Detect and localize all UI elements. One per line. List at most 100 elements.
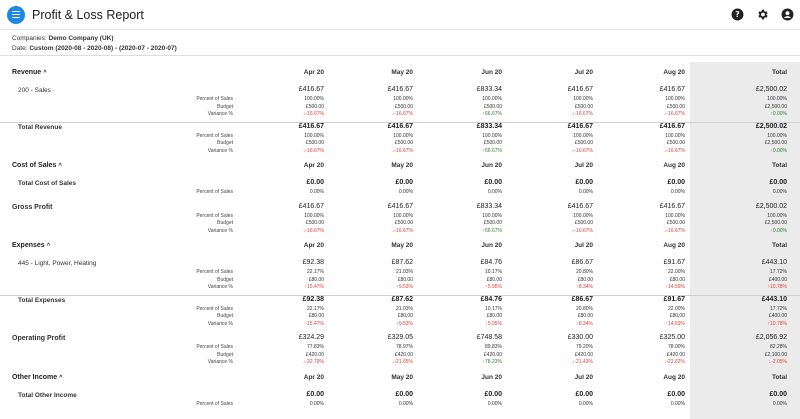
variance-value: ↑66.67% <box>482 147 502 154</box>
variance-value: ↓-16.67% <box>571 227 593 234</box>
variance-value: ↑66.67% <box>482 227 502 234</box>
variance-value: ↑14.59% <box>665 284 685 290</box>
column-header: Aug 20 <box>663 69 685 76</box>
table-row: Operating Profit £324.29 £329.05 £748.58 £33… <box>0 334 800 344</box>
variance-value: ↓-16.67% <box>663 111 685 117</box>
divider <box>0 294 800 296</box>
percent-value: 79.20% <box>576 344 593 350</box>
sub-row-label: Percent of Sales <box>196 305 233 312</box>
variance-value: ↓-22.79% <box>302 359 324 365</box>
percent-value: 22.17% <box>307 269 324 275</box>
sub-row-label: Percent of Sales <box>196 344 233 350</box>
percent-value: 89.83% <box>485 344 502 350</box>
percent-value: 100.00% <box>393 96 413 102</box>
variance-value: ↑9.53% <box>396 320 413 327</box>
row-value: £833.34 <box>476 86 502 93</box>
sub-row: Percent of Sales 77.83% 78.97% 89.83% 79.20%… <box>0 344 800 352</box>
variance-value: ↑15.47% <box>304 284 324 290</box>
caret-up-icon[interactable]: ^ <box>46 243 51 249</box>
section-title[interactable]: Expenses ^ <box>12 242 50 249</box>
sub-row-label: Budget <box>217 276 233 283</box>
section-header: Other Income ^ Apr 20 May 20 Jun 20 Jul 20 Aug… <box>0 373 800 385</box>
percent-value: 100.00% <box>573 96 593 102</box>
table-row: Total Other Income £0.00 £0.00 £0.00 £0.00 £0… <box>0 391 800 401</box>
budget-value: £2,500.00 <box>764 103 787 110</box>
help-icon[interactable]: ? <box>731 8 744 21</box>
percent-value: 100.00% <box>482 212 502 219</box>
row-value: £2,056.92 <box>755 334 787 341</box>
row-value: £2,500.02 <box>755 122 787 130</box>
column-header: Jul 20 <box>574 242 593 249</box>
percent-value: 100.00% <box>573 212 593 219</box>
account-icon[interactable] <box>781 8 794 21</box>
row-value: £329.05 <box>387 334 413 341</box>
row-value: £86.67 <box>571 259 593 266</box>
percent-value: 17.72% <box>770 305 787 312</box>
percent-value: 17.72% <box>770 269 787 275</box>
divider <box>0 121 800 123</box>
table-row: 200 - Sales £416.67 £416.67 £833.34 £416.67 £… <box>0 86 800 96</box>
variance-value: ↓-21.43% <box>571 359 593 365</box>
budget-value: £500.00 <box>574 220 593 226</box>
caret-up-icon[interactable]: ^ <box>59 374 63 381</box>
caret-up-icon[interactable]: ^ <box>43 70 47 76</box>
column-header: Jul 20 <box>574 373 593 381</box>
sub-row: Percent of Sales 22.17% 21.03% 10.17% 20.80%… <box>0 269 800 277</box>
date-label: Date: <box>12 44 28 52</box>
variance-value: ↓-16.67% <box>663 227 685 234</box>
sub-row: Variance % ↓-16.67% ↓-16.67% ↑66.67% ↓-16.67… <box>0 148 800 156</box>
budget-value: £80.00 <box>669 276 685 283</box>
gear-icon[interactable] <box>756 8 769 21</box>
row-label: Total Other Income <box>18 391 77 399</box>
variance-value: ↓-16.67% <box>391 111 413 117</box>
row-value: £325.00 <box>659 334 685 341</box>
variance-value: ↑8.34% <box>576 320 593 327</box>
caret-up-icon[interactable]: ^ <box>58 163 62 169</box>
section-title[interactable]: Cost of Sales ^ <box>12 162 62 169</box>
section-title[interactable]: Other Income ^ <box>12 374 63 381</box>
sub-row-label: Budget <box>217 220 233 226</box>
variance-value: ↑66.67% <box>482 111 502 117</box>
percent-value: 100.00% <box>482 132 502 139</box>
sub-row-label: Variance % <box>207 147 233 154</box>
column-header: Total <box>771 242 787 249</box>
row-value: £0.00 <box>484 390 502 398</box>
variance-value: ↑5.95% <box>485 320 502 327</box>
row-value: £416.67 <box>298 122 324 130</box>
row-value: £84.76 <box>480 259 502 266</box>
percent-value: 0.00% <box>398 400 413 407</box>
row-value: £92.38 <box>302 259 324 266</box>
sub-row: Variance % ↓-22.79% ↓-21.65% ↑78.23% ↓-21.43… <box>0 359 800 367</box>
budget-value: £80.00 <box>308 313 324 319</box>
sub-row: Variance % ↑15.47% ↑9.53% ↑5.95% ↑8.34% ↑14.5… <box>0 321 800 329</box>
row-label: Total Cost of Sales <box>18 180 77 187</box>
row-value: £416.67 <box>567 122 593 130</box>
row-value: £416.67 <box>387 202 413 210</box>
row-value: £84.76 <box>480 295 502 303</box>
budget-value: £420.00 <box>666 351 685 358</box>
sub-row: Percent of Sales 0.00% 0.00% 0.00% 0.00% 0.00… <box>0 401 800 409</box>
row-value: £0.00 <box>667 179 685 186</box>
row-value: £0.00 <box>769 390 787 398</box>
variance-value: ↑8.34% <box>576 284 593 290</box>
percent-value: 100.00% <box>767 132 787 139</box>
section-title[interactable]: Revenue ^ <box>12 69 47 76</box>
row-value: £0.00 <box>575 179 593 186</box>
column-header: Aug 20 <box>663 162 685 169</box>
budget-value: £500.00 <box>574 103 593 110</box>
row-value: £324.29 <box>298 334 324 341</box>
row-value: £0.00 <box>769 179 787 186</box>
row-label: Gross Profit <box>12 203 53 211</box>
sub-row: Budget £80.00 £80.00 £80.00 £80.00 £80.00 £400… <box>0 313 800 321</box>
row-value: £87.62 <box>391 259 413 266</box>
variance-value: ↓-16.67% <box>391 147 413 154</box>
percent-value: 21.03% <box>396 305 413 312</box>
percent-value: 100.00% <box>304 96 324 102</box>
sub-row: Percent of Sales 100.00% 100.00% 100.00% 100… <box>0 96 800 104</box>
budget-value: £80.00 <box>486 313 502 319</box>
menu-button[interactable] <box>7 5 25 24</box>
percent-value: 100.00% <box>665 96 685 102</box>
variance-value: ↓-16.67% <box>663 147 685 154</box>
budget-value: £500.00 <box>483 103 502 110</box>
percent-value: 100.00% <box>573 132 593 139</box>
